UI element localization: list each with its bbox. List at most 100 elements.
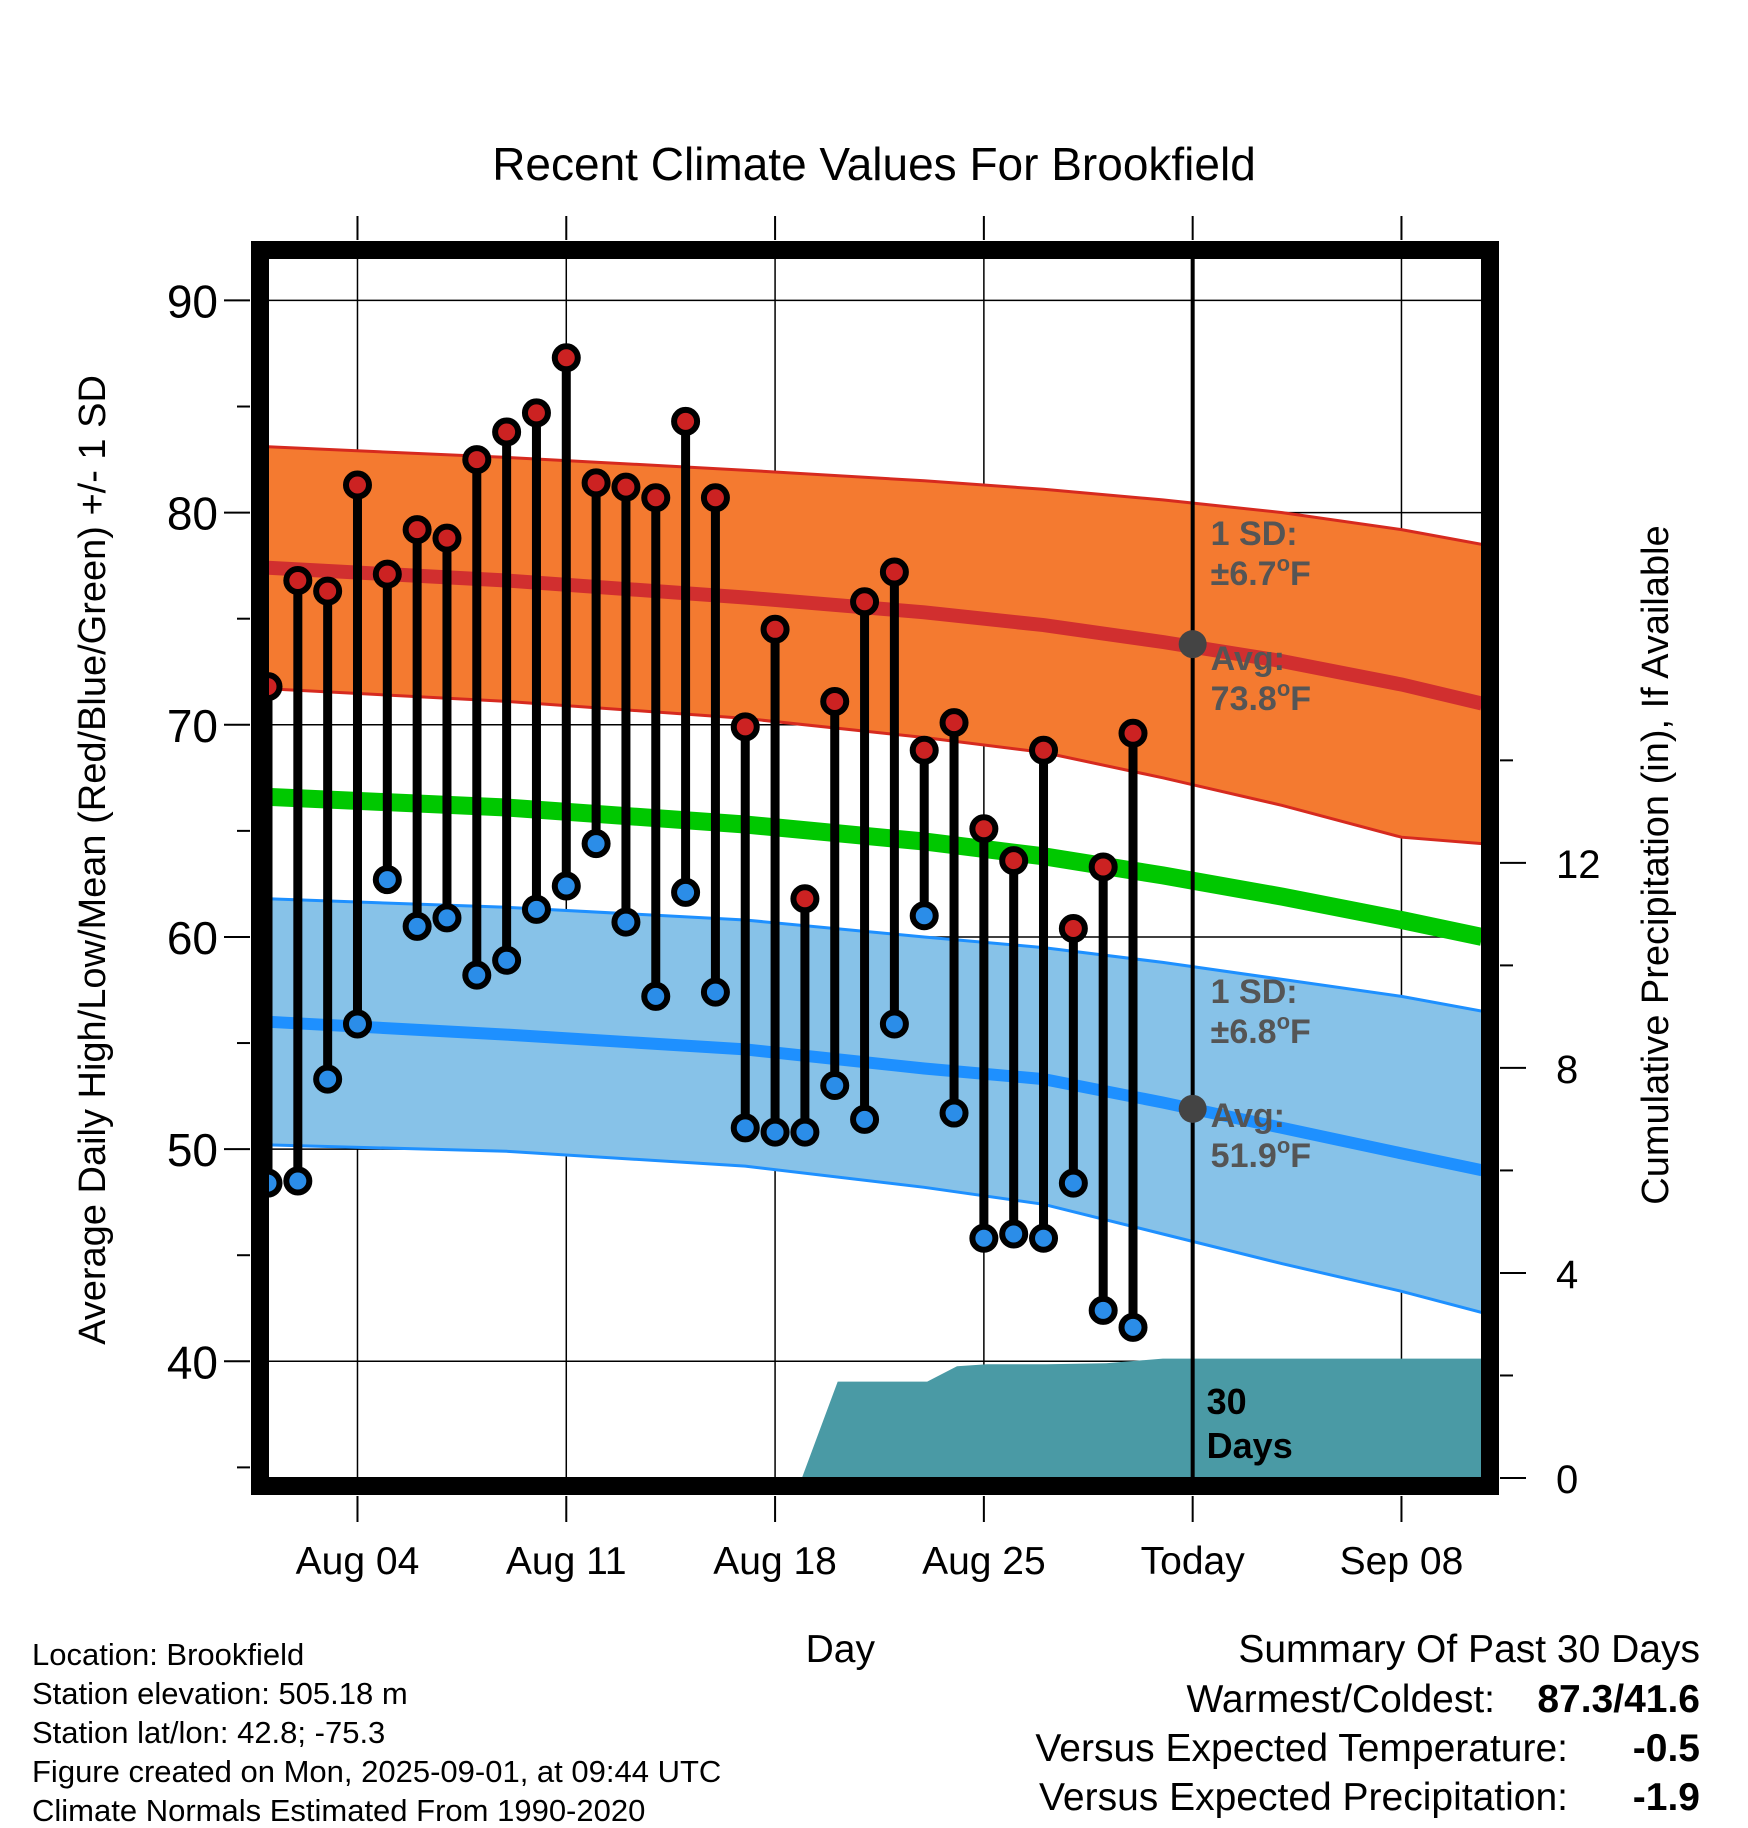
low-marker <box>268 1168 283 1198</box>
low-avg-value: 51.9oF <box>1211 1133 1311 1175</box>
summary-heading: Summary Of Past 30 Days <box>1238 1628 1700 1671</box>
normal-high-band <box>268 446 1482 844</box>
y-right-tick-label: 8 <box>1556 1048 1578 1092</box>
high-marker <box>1118 718 1148 748</box>
daily-markers <box>268 343 1148 1342</box>
low-marker <box>730 1113 760 1143</box>
low-marker <box>1088 1295 1118 1325</box>
high-marker <box>909 735 939 765</box>
low-marker <box>551 871 581 901</box>
high-marker <box>820 686 850 716</box>
high-marker <box>372 559 402 589</box>
normal-low-band <box>268 898 1482 1313</box>
x-tick-label: Aug 04 <box>296 1540 420 1583</box>
precip-area <box>801 1358 1482 1478</box>
low-marker <box>313 1064 343 1094</box>
low-marker <box>462 960 492 990</box>
today-high-avg-marker <box>1178 630 1207 659</box>
low-marker <box>879 1009 909 1039</box>
latlon-text: Station lat/lon: 42.8; -75.3 <box>32 1715 385 1750</box>
y-right-tick-label: 12 <box>1556 843 1601 887</box>
low-marker <box>432 903 462 933</box>
y-left-tick-label: 50 <box>167 1124 218 1176</box>
low-marker <box>1118 1312 1148 1342</box>
high-marker <box>1058 913 1088 943</box>
low-marker <box>283 1166 313 1196</box>
low-marker <box>581 829 611 859</box>
high-marker <box>760 614 790 644</box>
low-marker <box>611 907 641 937</box>
high-marker <box>521 398 551 428</box>
y-left-tick-label: 90 <box>167 275 218 327</box>
low-marker <box>1058 1168 1088 1198</box>
high-marker <box>551 343 581 373</box>
high-marker <box>313 576 343 606</box>
low-marker <box>641 981 671 1011</box>
low-marker <box>790 1117 820 1147</box>
x-tick-label: Sep 08 <box>1340 1540 1464 1583</box>
high-marker <box>790 884 820 914</box>
x-tick-label: Aug 25 <box>922 1540 1046 1583</box>
axes: Day Average Daily High/Low/Mean (Red/Blu… <box>72 216 1677 1671</box>
low-marker <box>700 977 730 1007</box>
temp-vs-expected-value: -0.5 <box>1633 1727 1700 1770</box>
low-marker <box>492 945 522 975</box>
y-left-tick-label: 70 <box>167 700 218 752</box>
daily-stems <box>268 357 1138 1328</box>
low-avg-heading: Avg: <box>1211 1097 1285 1135</box>
days-count-word: Days <box>1207 1425 1293 1466</box>
x-axis-title: Day <box>806 1628 876 1671</box>
warmest-coldest-value: 87.3/41.6 <box>1537 1678 1700 1721</box>
high-marker <box>611 472 641 502</box>
low-marker <box>342 1009 372 1039</box>
plot-frame <box>251 241 1499 1495</box>
y-axis-left-title: Average Daily High/Low/Mean (Red/Blue/Gr… <box>72 375 114 1345</box>
low-marker <box>909 901 939 931</box>
high-marker <box>462 445 492 475</box>
low-marker <box>521 894 551 924</box>
high-marker <box>700 483 730 513</box>
high-marker <box>641 483 671 513</box>
high-sd-heading: 1 SD: <box>1211 515 1298 553</box>
low-marker <box>760 1117 790 1147</box>
low-marker <box>372 865 402 895</box>
y-left-tick-label: 60 <box>167 912 218 964</box>
high-marker <box>1029 735 1059 765</box>
temp-vs-expected-label: Versus Expected Temperature: <box>1035 1727 1568 1770</box>
low-marker <box>820 1070 850 1100</box>
high-marker <box>969 814 999 844</box>
high-sd-value: ±6.7oF <box>1211 551 1311 593</box>
high-marker <box>342 470 372 500</box>
high-marker <box>492 417 522 447</box>
low-marker <box>1029 1223 1059 1253</box>
high-avg-value: 73.8oF <box>1211 676 1311 718</box>
high-marker <box>879 557 909 587</box>
precip-vs-expected-label: Versus Expected Precipitation: <box>1039 1776 1568 1819</box>
y-left-tick-label: 40 <box>167 1336 218 1388</box>
high-marker <box>939 708 969 738</box>
low-marker <box>850 1104 880 1134</box>
high-marker <box>999 846 1029 876</box>
summary-panel: Summary Of Past 30 Days Warmest/Coldest:… <box>1035 1628 1700 1819</box>
high-marker <box>581 468 611 498</box>
low-marker <box>939 1098 969 1128</box>
high-marker <box>283 566 313 596</box>
low-marker <box>969 1223 999 1253</box>
x-tick-label: Aug 18 <box>713 1540 837 1583</box>
today-low-avg-marker <box>1178 1094 1207 1123</box>
low-marker <box>999 1219 1029 1249</box>
x-tick-label: Aug 11 <box>506 1540 627 1583</box>
precip-vs-expected-value: -1.9 <box>1633 1776 1700 1819</box>
low-marker <box>402 911 432 941</box>
days-count-number: 30 <box>1207 1381 1247 1422</box>
low-sd-heading: 1 SD: <box>1211 973 1298 1011</box>
y-right-tick-label: 4 <box>1556 1253 1578 1297</box>
normal-high-band-upper-edge <box>268 445 1482 546</box>
high-marker <box>432 523 462 553</box>
x-tick-label: Today <box>1141 1540 1246 1583</box>
high-marker <box>402 515 432 545</box>
normals-text: Climate Normals Estimated From 1990-2020 <box>32 1793 645 1828</box>
low-sd-value: ±6.8oF <box>1211 1009 1311 1051</box>
